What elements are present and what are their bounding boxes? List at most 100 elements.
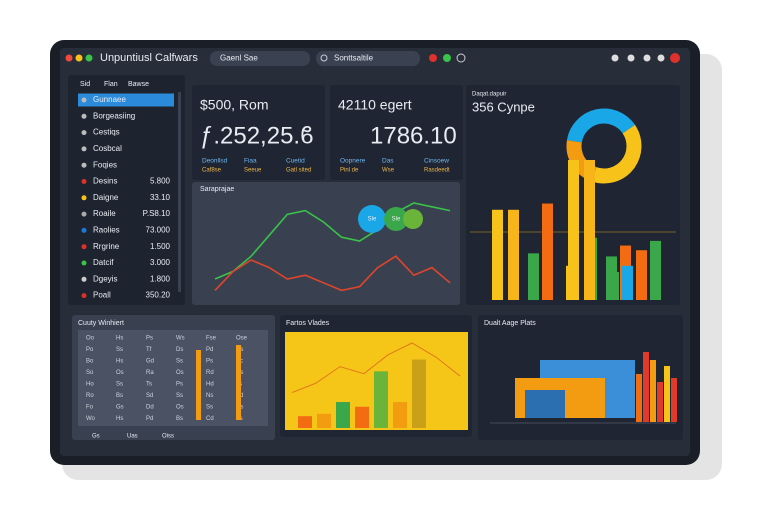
table-cell: Hs [116, 416, 123, 422]
table-footer[interactable]: Gs [92, 434, 100, 440]
panel-label: Cuuty Winhiert [78, 320, 124, 327]
table-cell: Ss [116, 382, 123, 388]
panel [192, 85, 325, 180]
icon[interactable] [657, 54, 665, 62]
sidebar-item[interactable]: Foqies [93, 160, 117, 169]
bar [412, 359, 426, 428]
table-cell: Ra [146, 370, 154, 376]
sidebar-icon [81, 260, 87, 266]
table-cell: Ns [206, 393, 213, 399]
table-cell: Wo [86, 416, 96, 422]
sidebar-tab[interactable]: Sid [80, 81, 90, 88]
sidebar-item[interactable]: Cosbcal [93, 144, 122, 153]
table-cell: Hd [206, 382, 214, 388]
bar [671, 378, 677, 422]
window-dot[interactable] [75, 54, 83, 62]
table-cell: Tf [146, 347, 152, 353]
bar [650, 240, 661, 300]
sidebar-icon [81, 146, 87, 152]
sidebar-icon [81, 276, 87, 282]
sidebar-item[interactable]: Poall [93, 291, 111, 300]
sidebar-icon [81, 227, 87, 233]
panel-label: Saraprajae [200, 186, 234, 193]
sidebar-icon [81, 162, 87, 168]
table-cell: Pd [206, 347, 213, 353]
search-text: Gaenl Sae [220, 54, 258, 63]
sidebar-icon [81, 211, 87, 217]
bar [298, 416, 312, 428]
table-highlight [236, 345, 241, 420]
card-stat: Oopnere [340, 158, 366, 165]
sidebar-item[interactable]: Dgeyis [93, 274, 117, 283]
app-title: Unpuntiusl Calfwars [100, 52, 198, 64]
table-cell: Po [86, 347, 94, 353]
icon[interactable] [627, 54, 635, 62]
table-highlight [196, 350, 201, 420]
icon[interactable] [443, 54, 451, 62]
card-substat: Seeue [244, 168, 262, 174]
table-cell: Ho [86, 382, 94, 388]
search-box[interactable] [210, 51, 310, 66]
sidebar-value: P.S8.10 [143, 209, 171, 218]
sidebar-icon [81, 97, 87, 103]
bar [643, 352, 649, 422]
table-cell: Hs [116, 336, 123, 342]
bar [636, 374, 642, 422]
bubble-label: Sle [392, 217, 401, 223]
panel [330, 85, 463, 180]
sidebar-item[interactable]: Desins [93, 177, 117, 186]
bar [622, 265, 633, 300]
panel-title: 356 Cynpe [472, 99, 535, 114]
card-stat: Das [382, 158, 394, 165]
bar [542, 203, 553, 300]
sidebar-selection[interactable] [78, 93, 174, 107]
card-substat: Gatl sited [286, 168, 311, 174]
card-stat: Fiaa [244, 158, 257, 165]
table-cell: Os [176, 370, 184, 376]
sidebar-icon [81, 293, 87, 299]
icon[interactable] [456, 53, 466, 63]
icon[interactable] [429, 54, 437, 62]
sidebar-item[interactable]: Datcif [93, 258, 114, 267]
panel [192, 182, 460, 305]
window-dot[interactable] [85, 54, 93, 62]
sidebar-item[interactable]: Raolies [93, 226, 120, 235]
table-footer[interactable]: Uas [127, 434, 138, 440]
table-cell: Ss [176, 393, 183, 399]
card-title: 42110 egert [338, 97, 412, 113]
bubble [358, 205, 386, 233]
table-footer[interactable]: Oiss [162, 434, 174, 440]
card-stat: Cinsoew [424, 158, 449, 165]
table-cell: Os [176, 405, 184, 411]
search-box[interactable] [316, 51, 420, 66]
table-cell: Bo [86, 359, 94, 365]
table-cell: Cd [206, 416, 214, 422]
sidebar-item[interactable]: Daigne [93, 193, 119, 202]
table-cell: Bs [176, 416, 183, 422]
sidebar-item[interactable]: Rrgrine [93, 242, 120, 251]
table-cell: Os [116, 370, 124, 376]
sidebar-value: 1.500 [150, 242, 171, 251]
sidebar-item[interactable]: Cestiqs [93, 128, 120, 137]
table-cell: Rd [206, 370, 214, 376]
window-dot[interactable] [65, 54, 73, 62]
sidebar-item[interactable]: Roaile [93, 209, 116, 218]
card-substat: Wse [382, 168, 395, 174]
avatar[interactable] [670, 53, 680, 63]
table-cell: Hs [116, 359, 123, 365]
sidebar-icon [81, 130, 87, 136]
bar [336, 402, 350, 428]
sidebar-item[interactable]: Borgeasiing [93, 111, 135, 120]
panel-label: Dualt Aage Plats [484, 320, 536, 327]
table-cell: Dd [146, 405, 154, 411]
sidebar-value: 73.000 [146, 226, 171, 235]
icon[interactable] [643, 54, 651, 62]
card-stat: Cuetid [286, 158, 305, 165]
sidebar-tab[interactable]: Flan [104, 81, 118, 88]
icon[interactable] [611, 54, 619, 62]
sidebar-item[interactable]: Gunnaee [93, 95, 126, 104]
donut-segment [591, 124, 642, 184]
bar [374, 371, 388, 428]
sidebar-tab[interactable]: Bawse [128, 81, 149, 88]
